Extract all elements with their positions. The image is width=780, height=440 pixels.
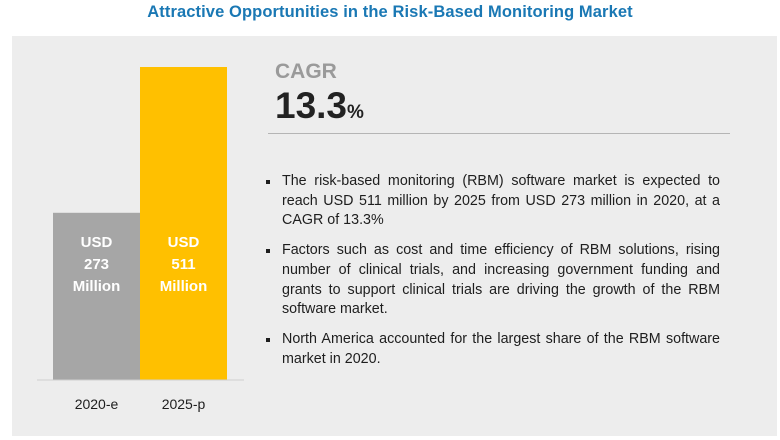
- page-title: Attractive Opportunities in the Risk-Bas…: [147, 3, 633, 21]
- bar-value-label: Million: [73, 278, 121, 295]
- list-item: The risk-based monitoring (RBM) software…: [266, 172, 720, 231]
- cagr-divider: [268, 133, 730, 134]
- bar-value-label: Million: [160, 278, 208, 295]
- bar-value-label: USD: [168, 234, 200, 251]
- x-tick-label: 2025-p: [162, 396, 206, 412]
- cagr-label: CAGR: [275, 60, 337, 83]
- cagr-value: 13.3%: [275, 84, 364, 135]
- bullet-text: Factors such as cost and time efficiency…: [282, 242, 720, 318]
- key-findings-list: The risk-based monitoring (RBM) software…: [266, 172, 720, 379]
- bar-value-label: USD: [81, 234, 113, 251]
- cagr-unit: %: [347, 102, 364, 123]
- bar-value-label: 273: [84, 256, 109, 273]
- x-tick-label: 2020-e: [75, 396, 119, 412]
- bullet-icon: [266, 249, 270, 254]
- cagr-number: 13.3: [275, 85, 348, 126]
- bullet-icon: [266, 337, 270, 342]
- bar-2025-p: [140, 67, 227, 380]
- bullet-text: The risk-based monitoring (RBM) software…: [282, 173, 720, 229]
- list-item: North America accounted for the largest …: [266, 330, 720, 369]
- bullet-icon: [266, 180, 270, 184]
- bar-value-label: 511: [171, 256, 195, 273]
- bullet-text: North America accounted for the largest …: [282, 330, 720, 367]
- list-item: Factors such as cost and time efficiency…: [266, 241, 720, 320]
- bar-2020-e: [53, 212, 140, 380]
